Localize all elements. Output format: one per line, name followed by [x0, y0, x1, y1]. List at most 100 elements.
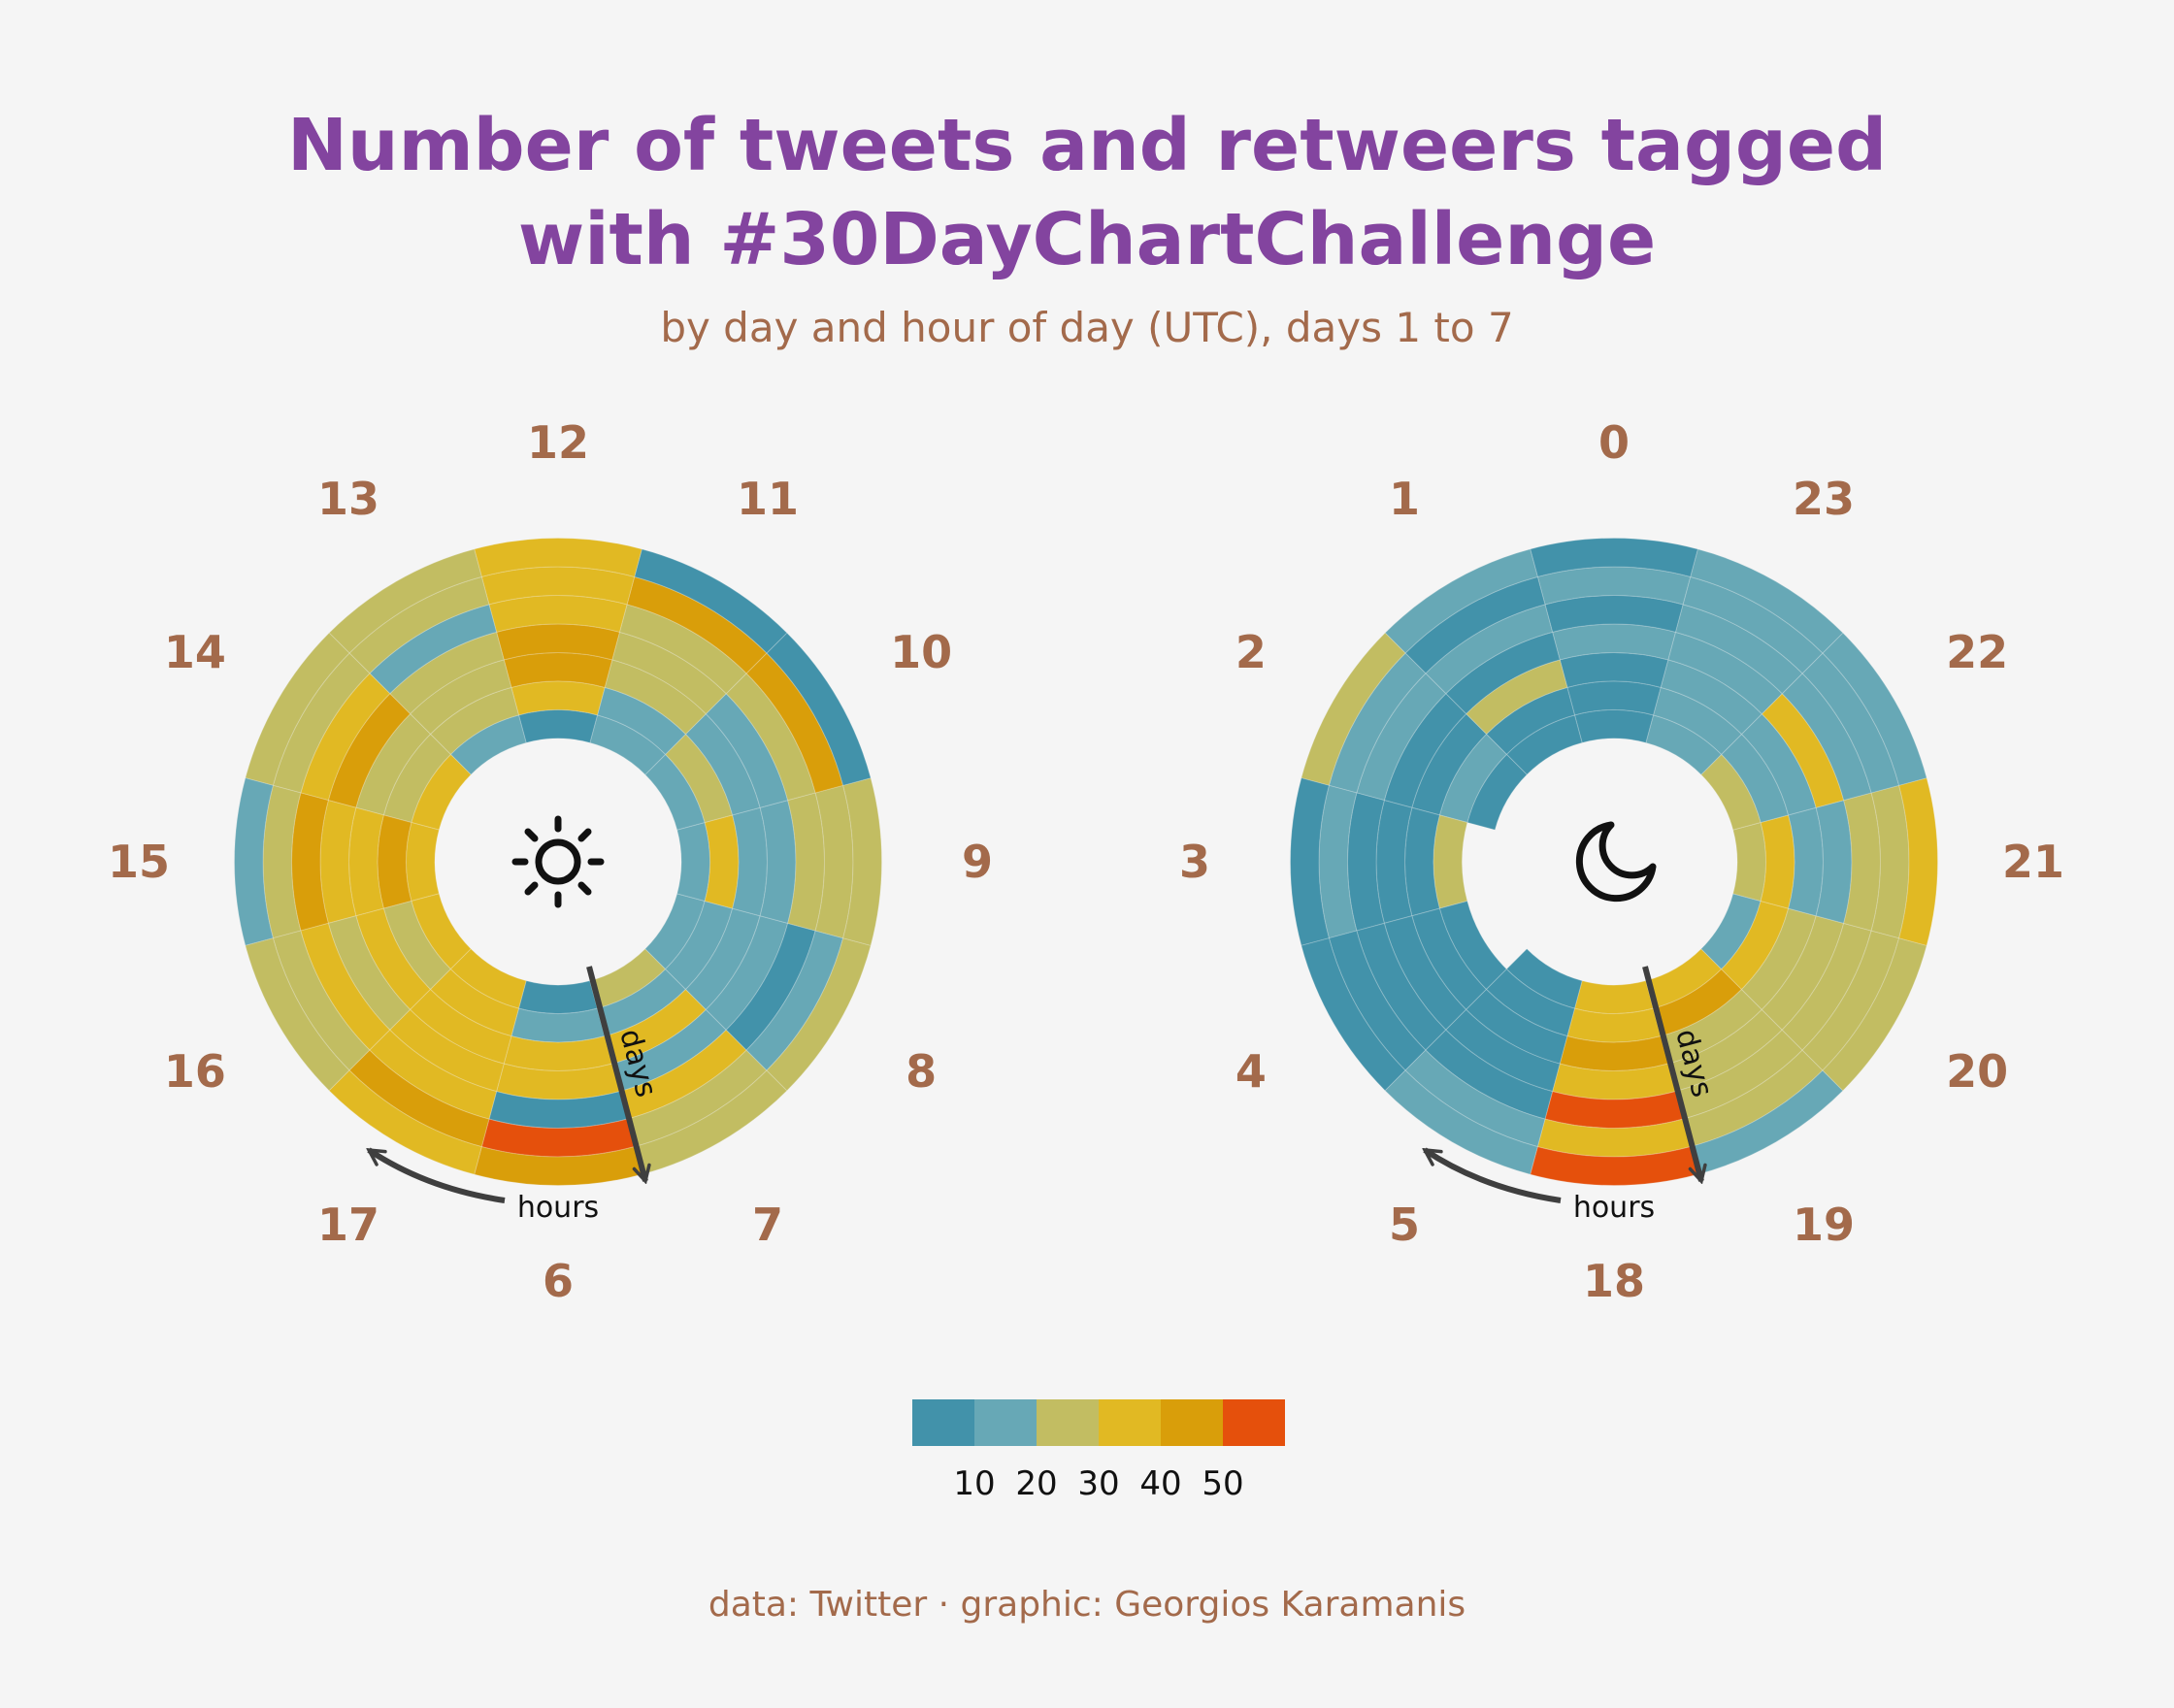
chart-subtitle: by day and hour of day (UTC), days 1 to … [660, 304, 1513, 351]
hour-label-0: 0 [1598, 416, 1630, 469]
heatmap-cell-day-hour-13-day-3 [409, 659, 512, 736]
heatmap-cell-night-hour-4-day-3 [1411, 907, 1488, 1011]
heatmap-cell-day-hour-17-day-1 [449, 948, 527, 1009]
heatmap-cell-night-hour-22-day-4 [1761, 693, 1845, 808]
heatmap-cell-night-hour-2-day-6 [1328, 652, 1427, 794]
heatmap-cell-night-hour-22-day-3 [1740, 712, 1817, 816]
heatmap-cell-day-hour-15-day-3 [347, 806, 384, 917]
hour-label-5: 5 [1389, 1199, 1420, 1251]
sun-icon [511, 815, 605, 908]
heatmap-cell-day-hour-17-day-5 [369, 1029, 498, 1120]
heatmap-cell-night-hour-0-day-6 [1536, 566, 1692, 606]
heatmap-cell-night-hour-20-day-6 [1801, 930, 1900, 1071]
heatmap-cell-night-hour-23-day-3 [1660, 659, 1763, 736]
heatmap-cell-day-hour-13-day-7 [328, 548, 482, 654]
heatmap-cell-day-hour-16-day-1 [411, 893, 472, 970]
heatmap-cell-day-hour-11-day-4 [611, 631, 727, 715]
heatmap-cell-night-hour-3-day-3 [1403, 806, 1440, 917]
hour-label-8: 8 [906, 1045, 937, 1098]
heatmap-cell-day-hour-16-day-3 [355, 907, 432, 1011]
heatmap-cell-day-hour-16-day-5 [300, 922, 391, 1051]
heatmap-cell-day-hour-13-day-6 [348, 575, 490, 674]
heatmap-cell-day-hour-10-day-1 [644, 753, 706, 831]
heatmap-cell-night-hour-4-day-2 [1438, 900, 1508, 991]
hour-label-15: 15 [108, 836, 170, 888]
heatmap-cell-day-hour-10-day-2 [664, 733, 734, 824]
heatmap-cell-day-hour-15-day-5 [291, 792, 329, 932]
legend-swatch-6 [1223, 1399, 1285, 1446]
heatmap-cell-night-hour-2-day-1 [1466, 753, 1528, 831]
heatmap-cell-night-hour-23-day-1 [1645, 714, 1723, 775]
legend-swatch-1 [912, 1399, 974, 1446]
heatmap-cell-night-hour-0-day-1 [1573, 708, 1655, 743]
heatmap-cell-day-hour-14-day-7 [245, 632, 350, 786]
heatmap-cell-night-hour-3-day-6 [1318, 784, 1358, 939]
hour-label-2: 2 [1235, 626, 1267, 678]
heatmap-cell-night-hour-5-day-3 [1465, 988, 1568, 1065]
heatmap-cell-day-hour-13-day-2 [429, 686, 520, 756]
hours-annotation-day: hours [517, 1191, 599, 1225]
heatmap-cell-night-hour-4-day-7 [1301, 937, 1406, 1092]
heatmap-cell-night-hour-2-day-3 [1411, 712, 1488, 816]
legend-swatch-3 [1037, 1399, 1099, 1446]
days-arrow-night [1642, 966, 1701, 1181]
heatmap-cell-day-hour-17-day-3 [409, 988, 512, 1065]
heatmap-cell-day-hour-14-day-5 [300, 673, 391, 802]
hour-label-6: 6 [543, 1255, 574, 1307]
hour-label-16: 16 [164, 1045, 226, 1098]
heatmap-cell-night-hour-1-day-3 [1465, 659, 1568, 736]
heatmap-cell-night-hour-5-day-2 [1485, 968, 1576, 1037]
heatmap-cell-day-hour-16-day-4 [327, 915, 412, 1031]
hour-label-10: 10 [890, 626, 952, 678]
heatmap-cell-night-hour-1-day-1 [1505, 714, 1583, 775]
heatmap-cell-night-hour-0-day-5 [1544, 595, 1684, 633]
hour-label-11: 11 [737, 473, 799, 525]
heatmap-cell-day-hour-17-day-6 [348, 1049, 490, 1148]
heatmap-cell-night-hour-5-day-1 [1505, 948, 1583, 1009]
heatmap-cell-day-hour-11-day-1 [589, 714, 667, 775]
chart-title-line-1: Number of tweets and retweers tagged [287, 104, 1887, 187]
chart-caption: data: Twitter · graphic: Georgios Karama… [708, 1585, 1466, 1625]
heatmap-cell-day-hour-14-day-4 [327, 693, 412, 808]
heatmap-cell-night-hour-21-day-6 [1870, 784, 1910, 939]
legend-swatch-4 [1099, 1399, 1161, 1446]
heatmap-cell-night-hour-18-day-2 [1566, 1007, 1662, 1043]
heatmap-cell-day-hour-12-day-2 [511, 680, 606, 716]
heatmap-cell-night-hour-2-day-4 [1383, 693, 1467, 808]
legend-label-50: 50 [1202, 1464, 1243, 1503]
heatmap-cell-day-hour-15-day-4 [319, 799, 357, 925]
heatmap-cell-night-hour-4-day-4 [1383, 915, 1467, 1031]
heatmap-cell-day-hour-8-day-3 [684, 907, 761, 1011]
legend-label-10: 10 [953, 1464, 995, 1503]
heatmap-cell-day-hour-13-day-4 [389, 631, 505, 715]
heatmap-cell-day-hour-12-day-5 [488, 595, 628, 633]
legend-label-20: 20 [1015, 1464, 1057, 1503]
hour-label-23: 23 [1793, 473, 1855, 525]
heatmap-cell-day-hour-8-day-4 [705, 915, 789, 1031]
chart-title-line-2: with #30DayChartChallenge [518, 198, 1656, 281]
heatmap-cell-day-hour-8-day-1 [644, 893, 706, 970]
heatmap-cell-night-hour-20-day-5 [1781, 922, 1872, 1051]
heatmap-cell-day-hour-15-day-6 [262, 784, 302, 939]
hours-arrow-day [369, 1147, 506, 1203]
heatmap-cell-night-hour-5-day-6 [1404, 1049, 1546, 1148]
heatmap-cell-night-hour-3-day-2 [1433, 814, 1468, 909]
hours-annotation-night: hours [1573, 1191, 1655, 1225]
heatmap-cell-night-hour-3-day-5 [1347, 792, 1385, 932]
heatmap-cell-night-hour-23-day-5 [1674, 604, 1803, 695]
heatmap-cell-day-hour-10-day-6 [745, 652, 844, 794]
heatmap-cell-night-hour-23-day-2 [1652, 686, 1743, 756]
heatmap-cell-night-hour-22-day-6 [1801, 652, 1900, 794]
heatmap-cell-day-hour-9-day-3 [732, 806, 769, 917]
heatmap-cell-night-hour-2-day-5 [1356, 673, 1447, 802]
heatmap-cell-night-hour-1-day-2 [1485, 686, 1576, 756]
heatmap-cell-day-hour-12-day-7 [474, 537, 642, 577]
heatmap-cell-night-hour-23-day-6 [1682, 575, 1824, 674]
heatmap-cell-night-hour-21-day-3 [1788, 806, 1825, 917]
hour-label-3: 3 [1179, 836, 1210, 888]
heatmap-cell-day-hour-10-day-4 [705, 693, 789, 808]
heatmap-cell-night-hour-20-day-1 [1700, 893, 1762, 970]
heatmap-cell-day-hour-12-day-1 [517, 708, 599, 743]
heatmap-cell-night-hour-2-day-2 [1438, 733, 1508, 824]
